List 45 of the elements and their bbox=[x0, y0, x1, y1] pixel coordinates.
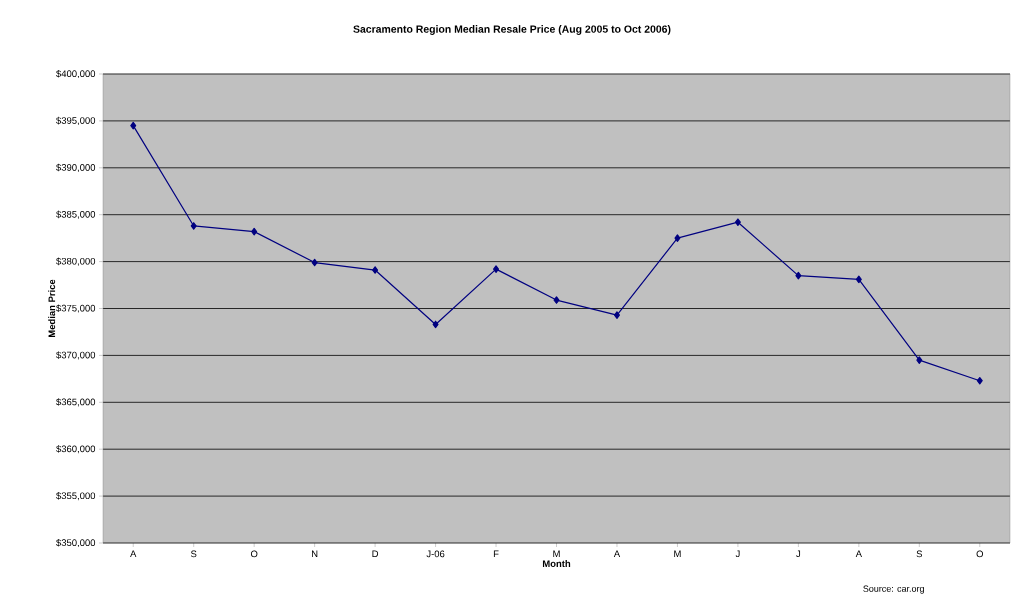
x-tick-label: A bbox=[613, 550, 621, 558]
y-tick-label: $370,000 bbox=[56, 351, 96, 360]
source-note: Source: car.org bbox=[863, 585, 924, 594]
y-tick-label: $400,000 bbox=[56, 69, 96, 79]
y-tick-label: $385,000 bbox=[56, 210, 96, 219]
point bbox=[795, 271, 802, 280]
y-tick-label: $350,000 bbox=[56, 538, 96, 548]
point bbox=[493, 265, 500, 273]
point bbox=[311, 258, 318, 267]
x-tick-label: D bbox=[372, 550, 379, 558]
point bbox=[553, 296, 560, 304]
x-tick-label: O bbox=[250, 550, 258, 558]
y-tick-label: $380,000 bbox=[56, 257, 96, 266]
point bbox=[432, 320, 439, 329]
point bbox=[613, 311, 620, 319]
y-tick-label: $365,000 bbox=[56, 398, 96, 407]
point bbox=[190, 222, 197, 230]
x-tick-label: M bbox=[553, 550, 560, 558]
x-tick-label: J bbox=[796, 550, 801, 558]
y-axis-title: Median Price bbox=[48, 279, 56, 338]
point bbox=[251, 227, 258, 236]
point bbox=[916, 356, 923, 364]
point bbox=[372, 266, 379, 274]
x-tick-label: M bbox=[674, 550, 681, 558]
point bbox=[674, 234, 681, 242]
x-tick-label: J bbox=[735, 550, 740, 558]
point bbox=[976, 376, 983, 385]
x-tick-label: A bbox=[855, 550, 862, 558]
x-tick-label: S bbox=[916, 550, 923, 558]
chart-title: Sacramento Region Median Resale Price (Aug 2005 to Oct 2006) bbox=[353, 25, 671, 35]
y-tick-label: $360,000 bbox=[56, 445, 96, 454]
x-tick-label: N bbox=[312, 550, 318, 558]
point bbox=[734, 218, 741, 226]
x-tick-label: S bbox=[190, 550, 197, 558]
point bbox=[855, 275, 862, 284]
point bbox=[130, 121, 137, 130]
x-tick-label: J-06 bbox=[426, 550, 445, 558]
x-tick-label: A bbox=[130, 550, 137, 558]
y-tick-label: $390,000 bbox=[56, 163, 96, 172]
x-tick-label: F bbox=[493, 550, 499, 558]
y-tick-label: $395,000 bbox=[56, 116, 96, 126]
x-axis-title: Month bbox=[542, 560, 571, 568]
x-tick-label: O bbox=[976, 550, 983, 558]
y-tick-label: $375,000 bbox=[56, 304, 96, 313]
y-tick-label: $355,000 bbox=[56, 491, 96, 501]
